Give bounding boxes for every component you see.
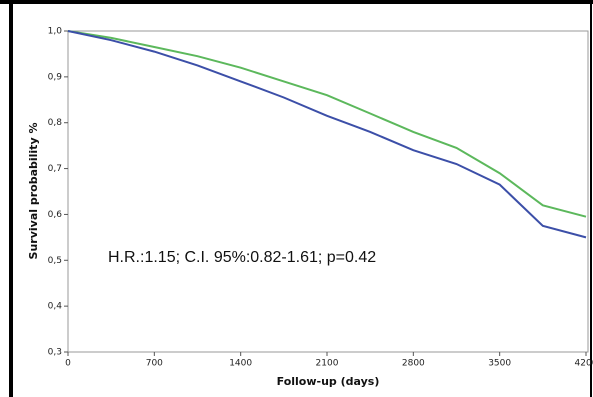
- annotation: H.R.:1.15; C.I. 95%:0.82-1.61; p=0.42: [108, 249, 376, 266]
- y-tick-label: 0,9: [48, 72, 63, 82]
- x-axis-title: Follow-up (days): [277, 375, 380, 388]
- x-tick-label: 2100: [316, 359, 339, 369]
- y-tick-label: 0,4: [48, 302, 63, 312]
- survival-line: [67, 30, 587, 239]
- x-tick-label: 4200: [575, 359, 593, 369]
- y-tick-label: 0,7: [48, 164, 62, 174]
- y-tick-label: 0,3: [48, 348, 62, 358]
- survival-line: [67, 30, 587, 218]
- x-tick-label: 700: [146, 359, 163, 369]
- plot-border: [67, 30, 589, 353]
- x-tick-label: 1400: [229, 359, 252, 369]
- y-tick-label: 0,5: [48, 256, 62, 266]
- y-tick-label: 0,8: [48, 118, 63, 128]
- x-tick-label: 3500: [488, 359, 511, 369]
- x-tick-label: 0: [65, 359, 71, 369]
- x-tick-label: 2800: [402, 359, 425, 369]
- y-tick-label: 1,0: [48, 27, 63, 37]
- y-axis-title: Survival probability %: [27, 123, 40, 260]
- y-tick-label: 0,6: [48, 210, 63, 220]
